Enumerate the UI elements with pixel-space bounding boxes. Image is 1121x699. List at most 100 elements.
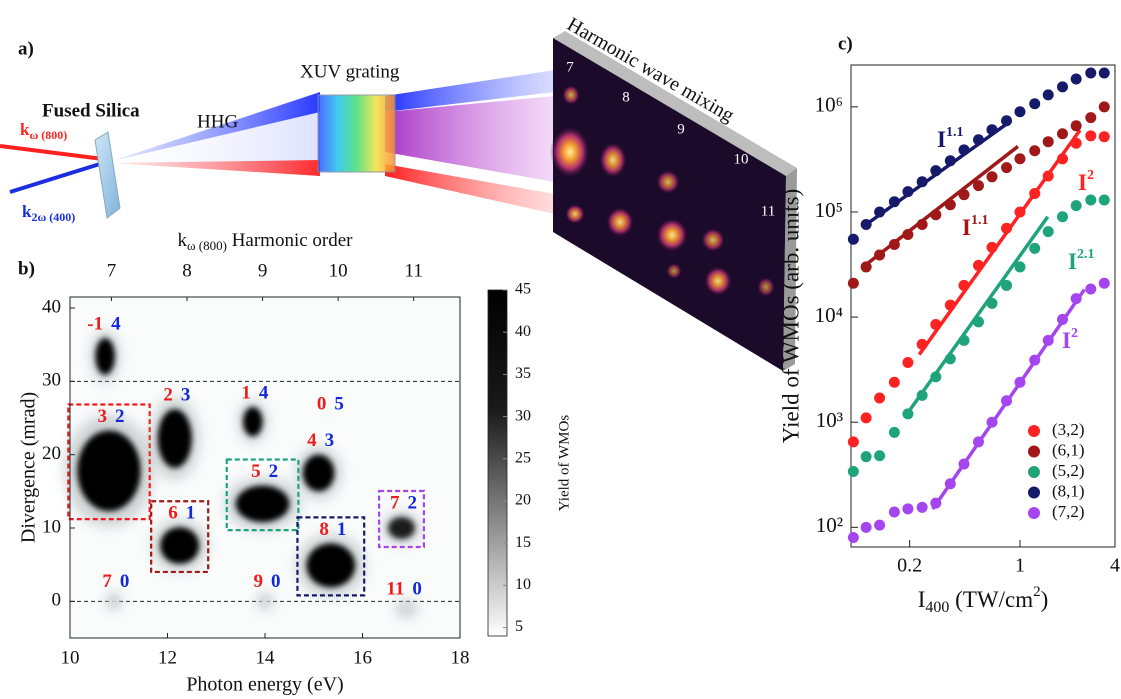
fit-line [917, 129, 1082, 356]
order-400-label: 4 [259, 382, 269, 403]
data-point [1014, 153, 1026, 165]
colorbar-tick-label: 10 [515, 576, 531, 593]
fit-label-exponent: 1.1 [946, 125, 964, 140]
data-point [1085, 283, 1097, 295]
x-tick-label: 0.2 [897, 555, 922, 577]
colorbar-tick-label: 20 [515, 492, 531, 509]
data-point [944, 353, 956, 365]
x2-tick-label: 7 [107, 260, 117, 281]
data-point [986, 171, 998, 183]
spot-halo [326, 416, 331, 420]
x-tick-label: 12 [158, 647, 177, 668]
data-point [874, 392, 886, 404]
y-axis-label: Divergence (mrad) [18, 392, 40, 543]
order-800-label: 5 [251, 461, 261, 482]
data-point [1029, 242, 1041, 254]
x-label-sub: 400 [925, 599, 949, 616]
data-point [916, 218, 928, 230]
legend-label: (3,2) [1052, 420, 1085, 439]
order-800-label: 6 [168, 503, 178, 524]
x-label-end: ) [1041, 587, 1049, 612]
data-point [1057, 211, 1069, 223]
data-point [1042, 170, 1054, 182]
data-point [1029, 354, 1041, 366]
fit-label-base: I [962, 215, 971, 240]
hhg-label: HHG [197, 111, 238, 132]
screen-order: 8 [622, 89, 630, 105]
colorbar-tick-label: 5 [515, 618, 523, 635]
glass-plate [94, 131, 121, 219]
data-point [888, 196, 900, 208]
spot-map: b)-1 43 22 3 1 40 54 35 26 18 17 27 0 9 0 11 010 12 14 16 18… [18, 230, 573, 695]
x2-tick-label: 9 [258, 260, 268, 281]
screen-spot [606, 207, 634, 237]
data-point [902, 186, 914, 198]
spot [306, 543, 356, 588]
grating-label: XUV grating [300, 61, 400, 82]
data-point [972, 180, 984, 192]
order-400-label: 0 [120, 571, 130, 592]
plate-label: Fused Silica [42, 100, 140, 121]
screen-spot [656, 170, 680, 194]
highlight-box [225, 458, 300, 532]
blue-harmonic-beam [385, 70, 555, 112]
data-point [1014, 206, 1026, 218]
blue-beam [9, 161, 104, 194]
data-point [972, 259, 984, 271]
data-point [1001, 395, 1013, 407]
data-point [986, 124, 998, 136]
y-tick-label: 40 [42, 296, 61, 317]
spot [77, 430, 141, 512]
data-point [1042, 89, 1054, 101]
data-point [1070, 200, 1082, 212]
data-point [1085, 194, 1097, 206]
data-point [944, 478, 956, 490]
colorbar-tick-label: 25 [515, 449, 531, 466]
data-point [874, 519, 886, 531]
data-point [972, 134, 984, 146]
screen-side [783, 168, 797, 371]
x-tick-label: 14 [256, 647, 276, 668]
data-point [986, 297, 998, 309]
data-point [902, 356, 914, 368]
y-tick-label: 0 [52, 590, 62, 611]
legend-marker [1028, 425, 1040, 437]
data-point [1098, 131, 1110, 143]
legend-marker [1028, 507, 1040, 519]
order-800-label: 11 [386, 579, 404, 600]
data-point [958, 458, 970, 470]
legend-label: (7,2) [1052, 502, 1085, 521]
colorbar-tick-label: 45 [515, 281, 531, 298]
screen-spots [550, 85, 775, 297]
colorbar-tick-label: 40 [515, 323, 531, 340]
screen-order: 10 [734, 151, 749, 167]
spot [302, 454, 335, 492]
data-point [944, 199, 956, 211]
order-400-label: 4 [111, 313, 121, 334]
data-point [916, 176, 928, 188]
fit-label: I2.1 [1068, 247, 1094, 274]
order-800-label: 9 [254, 571, 264, 592]
legend-marker [1028, 466, 1040, 478]
fit-label: I2 [1062, 326, 1078, 353]
order-800-label: 4 [307, 430, 317, 451]
order-400-label: 3 [181, 385, 191, 406]
highlight-box [377, 489, 426, 549]
data-point [972, 316, 984, 328]
beam-400-sub: 2ω (400) [31, 210, 75, 224]
data-point [930, 165, 942, 177]
data-point [1014, 261, 1026, 273]
data-point [1029, 145, 1041, 157]
data-point [944, 299, 956, 311]
screen-orders: 7 8 9 10 11 [566, 59, 775, 219]
data-point [847, 436, 859, 448]
data-point [847, 233, 859, 245]
data-point [1001, 115, 1013, 127]
beam-400-label: k2ω (400) [22, 202, 75, 224]
x-axis-label: I400 (TW/cm2) [918, 584, 1049, 615]
order-400-label: 3 [325, 430, 335, 451]
fit-label-exponent: 1.1 [971, 213, 989, 228]
order-800-label: 8 [319, 519, 329, 540]
